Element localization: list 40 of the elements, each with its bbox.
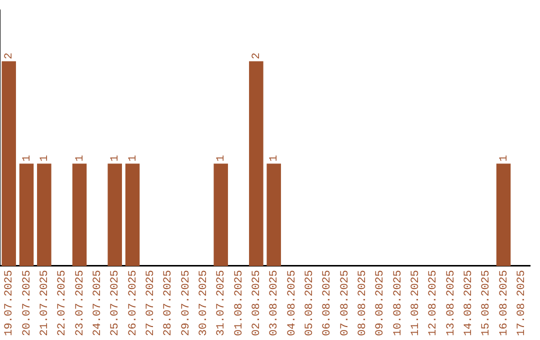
x-tick-label: 10.08.2025: [392, 270, 404, 336]
data-label: 1: [74, 154, 86, 162]
x-tick-label: 21.07.2025: [39, 270, 52, 336]
data-label: 1: [39, 154, 52, 162]
x-tick-label: 12.08.2025: [428, 270, 440, 336]
x-tick-label: 07.08.2025: [339, 270, 352, 336]
x-tick-label: 01.08.2025: [233, 270, 246, 336]
x-tick-label: 25.07.2025: [110, 270, 122, 336]
x-tick-label: 04.08.2025: [286, 270, 298, 336]
x-tick-label: 29.07.2025: [180, 270, 192, 336]
x-tick-label: 11.08.2025: [410, 270, 422, 336]
x-tick-label: 31.07.2025: [216, 270, 228, 336]
x-tick-label: 30.07.2025: [198, 270, 210, 336]
x-tick-label: 16.08.2025: [498, 270, 510, 336]
data-label: 2: [251, 52, 264, 60]
data-label: 1: [110, 154, 122, 162]
x-tick-label: 26.07.2025: [127, 270, 140, 336]
x-tick-label: 22.07.2025: [56, 270, 69, 336]
x-tick-label: 05.08.2025: [304, 270, 316, 336]
x-tick-label: 27.07.2025: [145, 270, 158, 336]
data-label: 1: [21, 154, 34, 162]
data-label: 1: [127, 154, 140, 162]
data-label: 1: [498, 154, 510, 162]
x-tick-label: 14.08.2025: [463, 270, 476, 336]
data-label: 1: [268, 154, 281, 162]
data-label: 2: [4, 52, 16, 60]
x-tick-label: 03.08.2025: [268, 270, 281, 336]
x-tick-label: 02.08.2025: [251, 270, 264, 336]
x-tick-label: 15.08.2025: [480, 270, 493, 336]
x-tick-label: 20.07.2025: [21, 270, 34, 336]
x-tick-label: 24.07.2025: [92, 270, 104, 336]
x-tick-label: 28.07.2025: [162, 270, 175, 336]
x-tick-label: 08.08.2025: [357, 270, 370, 336]
data-label: 1: [216, 154, 228, 162]
x-tick-label: 23.07.2025: [74, 270, 86, 336]
x-tick-label: 06.08.2025: [322, 270, 334, 336]
x-tick-label: 13.08.2025: [445, 270, 458, 336]
x-tick-label: 19.07.2025: [4, 270, 16, 336]
x-tick-label: 17.08.2025: [516, 270, 528, 336]
x-tick-label: 09.08.2025: [374, 270, 387, 336]
